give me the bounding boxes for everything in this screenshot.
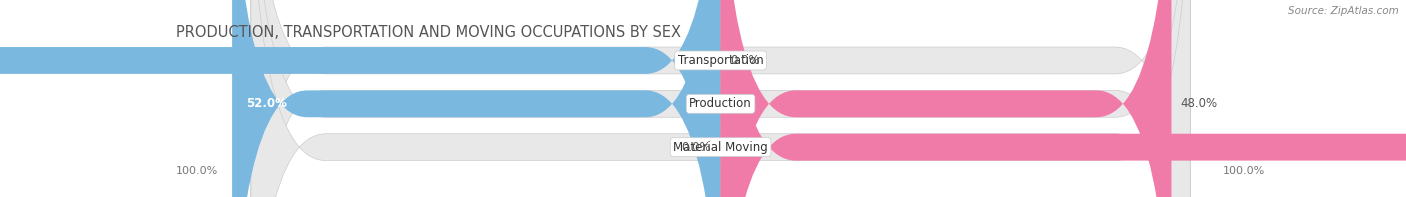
FancyBboxPatch shape: [0, 0, 721, 197]
Text: 100.0%: 100.0%: [176, 166, 218, 176]
Text: 52.0%: 52.0%: [246, 97, 287, 110]
Text: 0.0%: 0.0%: [682, 141, 711, 154]
Text: 0.0%: 0.0%: [730, 54, 759, 67]
FancyBboxPatch shape: [721, 0, 1171, 197]
FancyBboxPatch shape: [232, 0, 721, 197]
Text: 48.0%: 48.0%: [1181, 97, 1218, 110]
Text: PRODUCTION, TRANSPORTATION AND MOVING OCCUPATIONS BY SEX: PRODUCTION, TRANSPORTATION AND MOVING OC…: [176, 25, 681, 40]
FancyBboxPatch shape: [250, 0, 1191, 197]
FancyBboxPatch shape: [721, 0, 1406, 197]
Text: Production: Production: [689, 97, 752, 110]
Text: Material Moving: Material Moving: [673, 141, 768, 154]
FancyBboxPatch shape: [250, 0, 1191, 197]
Text: Source: ZipAtlas.com: Source: ZipAtlas.com: [1288, 6, 1399, 16]
FancyBboxPatch shape: [250, 0, 1191, 197]
Text: 100.0%: 100.0%: [1223, 166, 1265, 176]
Text: Transportation: Transportation: [678, 54, 763, 67]
